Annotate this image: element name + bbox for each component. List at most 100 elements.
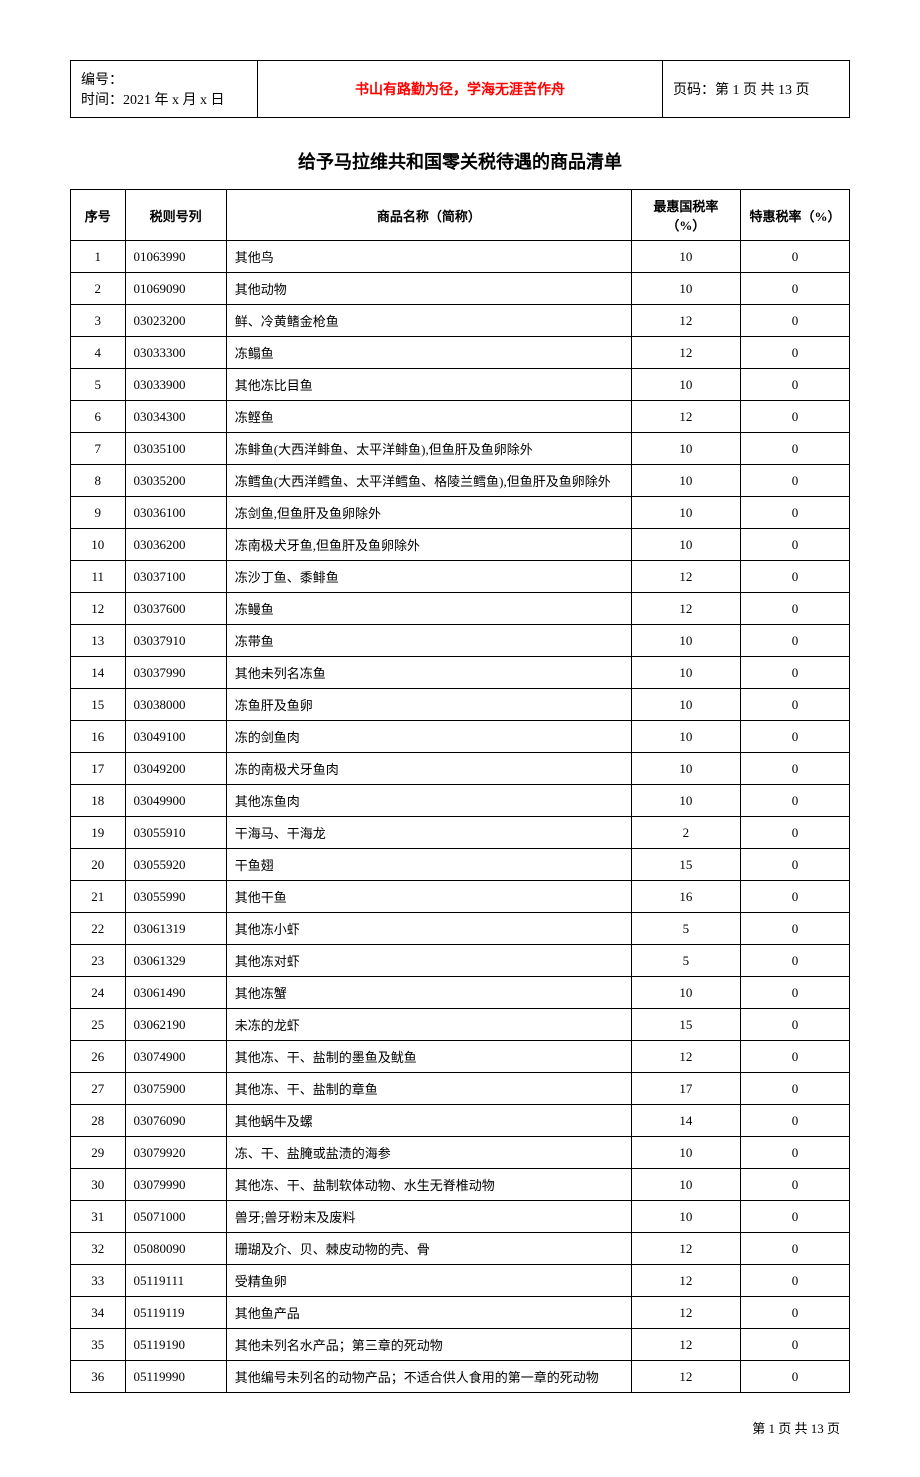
cell-code: 05080090 xyxy=(125,1233,226,1265)
cell-code: 03036100 xyxy=(125,497,226,529)
cell-seq: 2 xyxy=(71,273,126,305)
cell-rate1: 12 xyxy=(631,401,740,433)
cell-seq: 31 xyxy=(71,1201,126,1233)
cell-rate1: 10 xyxy=(631,497,740,529)
cell-rate2: 0 xyxy=(740,1201,849,1233)
table-row: 2703075900其他冻、干、盐制的章鱼170 xyxy=(71,1073,850,1105)
cell-rate1: 12 xyxy=(631,1265,740,1297)
cell-name: 其他冻比目鱼 xyxy=(226,369,631,401)
cell-rate1: 10 xyxy=(631,1137,740,1169)
cell-code: 03034300 xyxy=(125,401,226,433)
table-row: 1703049200冻的南极犬牙鱼肉100 xyxy=(71,753,850,785)
cell-code: 03061490 xyxy=(125,977,226,1009)
cell-rate1: 12 xyxy=(631,1361,740,1393)
cell-code: 05071000 xyxy=(125,1201,226,1233)
table-row: 1103037100冻沙丁鱼、黍鲱鱼120 xyxy=(71,561,850,593)
document-title: 给予马拉维共和国零关税待遇的商品清单 xyxy=(70,148,850,174)
cell-rate2: 0 xyxy=(740,273,849,305)
cell-rate1: 10 xyxy=(631,785,740,817)
table-row: 1303037910冻带鱼100 xyxy=(71,625,850,657)
cell-code: 05119111 xyxy=(125,1265,226,1297)
cell-rate1: 10 xyxy=(631,273,740,305)
cell-seq: 10 xyxy=(71,529,126,561)
header-rate2: 特惠税率（%） xyxy=(740,190,849,241)
cell-rate2: 0 xyxy=(740,625,849,657)
cell-rate2: 0 xyxy=(740,1297,849,1329)
cell-seq: 14 xyxy=(71,657,126,689)
table-row: 1803049900其他冻鱼肉100 xyxy=(71,785,850,817)
table-row: 3003079990其他冻、干、盐制软体动物、水生无脊椎动物100 xyxy=(71,1169,850,1201)
cell-rate1: 16 xyxy=(631,881,740,913)
cell-name: 干海马、干海龙 xyxy=(226,817,631,849)
cell-seq: 8 xyxy=(71,465,126,497)
header-right-cell: 页码：第 1 页 共 13 页 xyxy=(663,61,850,118)
cell-seq: 3 xyxy=(71,305,126,337)
cell-code: 03049900 xyxy=(125,785,226,817)
cell-code: 03079990 xyxy=(125,1169,226,1201)
cell-rate1: 12 xyxy=(631,337,740,369)
cell-seq: 7 xyxy=(71,433,126,465)
table-row: 2103055990其他干鱼160 xyxy=(71,881,850,913)
cell-name: 珊瑚及介、贝、棘皮动物的壳、骨 xyxy=(226,1233,631,1265)
table-row: 3505119190其他未列名水产品；第三章的死动物120 xyxy=(71,1329,850,1361)
table-row: 1603049100冻的剑鱼肉100 xyxy=(71,721,850,753)
cell-seq: 21 xyxy=(71,881,126,913)
cell-seq: 1 xyxy=(71,241,126,273)
table-row: 1403037990其他未列名冻鱼100 xyxy=(71,657,850,689)
cell-code: 03049100 xyxy=(125,721,226,753)
document-header-table: 编号： 时间：2021 年 x 月 x 日 书山有路勤为径，学海无涯苦作舟 页码… xyxy=(70,60,850,118)
cell-rate2: 0 xyxy=(740,497,849,529)
cell-code: 03037100 xyxy=(125,561,226,593)
cell-seq: 19 xyxy=(71,817,126,849)
cell-code: 03038000 xyxy=(125,689,226,721)
header-left-cell: 编号： 时间：2021 年 x 月 x 日 xyxy=(71,61,258,118)
cell-seq: 17 xyxy=(71,753,126,785)
table-row: 403033300冻鳎鱼120 xyxy=(71,337,850,369)
cell-rate2: 0 xyxy=(740,1265,849,1297)
cell-rate1: 10 xyxy=(631,657,740,689)
cell-code: 03075900 xyxy=(125,1073,226,1105)
header-name: 商品名称（简称） xyxy=(226,190,631,241)
table-row: 3205080090珊瑚及介、贝、棘皮动物的壳、骨120 xyxy=(71,1233,850,1265)
cell-name: 其他未列名冻鱼 xyxy=(226,657,631,689)
cell-seq: 26 xyxy=(71,1041,126,1073)
cell-code: 03036200 xyxy=(125,529,226,561)
cell-rate2: 0 xyxy=(740,369,849,401)
cell-name: 冻鳎鱼 xyxy=(226,337,631,369)
cell-rate1: 12 xyxy=(631,593,740,625)
cell-name: 冻鱼肝及鱼卵 xyxy=(226,689,631,721)
cell-rate2: 0 xyxy=(740,753,849,785)
cell-name: 冻的南极犬牙鱼肉 xyxy=(226,753,631,785)
cell-seq: 12 xyxy=(71,593,126,625)
cell-rate2: 0 xyxy=(740,1233,849,1265)
cell-seq: 15 xyxy=(71,689,126,721)
cell-rate2: 0 xyxy=(740,849,849,881)
cell-name: 冻鲣鱼 xyxy=(226,401,631,433)
cell-code: 03062190 xyxy=(125,1009,226,1041)
table-row: 903036100冻剑鱼,但鱼肝及鱼卵除外100 xyxy=(71,497,850,529)
cell-rate2: 0 xyxy=(740,977,849,1009)
cell-seq: 35 xyxy=(71,1329,126,1361)
cell-rate2: 0 xyxy=(740,433,849,465)
table-row: 2803076090其他蜗牛及螺140 xyxy=(71,1105,850,1137)
cell-code: 03037910 xyxy=(125,625,226,657)
cell-code: 05119190 xyxy=(125,1329,226,1361)
cell-name: 其他干鱼 xyxy=(226,881,631,913)
cell-name: 其他鸟 xyxy=(226,241,631,273)
cell-seq: 25 xyxy=(71,1009,126,1041)
table-row: 2003055920干鱼翅150 xyxy=(71,849,850,881)
cell-name: 冻鳕鱼(大西洋鳕鱼、太平洋鳕鱼、格陵兰鳕鱼),但鱼肝及鱼卵除外 xyxy=(226,465,631,497)
table-row: 101063990其他鸟100 xyxy=(71,241,850,273)
cell-name: 受精鱼卵 xyxy=(226,1265,631,1297)
cell-code: 03049200 xyxy=(125,753,226,785)
cell-name: 其他鱼产品 xyxy=(226,1297,631,1329)
cell-rate2: 0 xyxy=(740,881,849,913)
table-row: 803035200冻鳕鱼(大西洋鳕鱼、太平洋鳕鱼、格陵兰鳕鱼),但鱼肝及鱼卵除外… xyxy=(71,465,850,497)
cell-name: 其他冻对虾 xyxy=(226,945,631,977)
cell-seq: 22 xyxy=(71,913,126,945)
cell-rate2: 0 xyxy=(740,465,849,497)
cell-code: 03037600 xyxy=(125,593,226,625)
cell-rate2: 0 xyxy=(740,913,849,945)
cell-name: 其他冻、干、盐制的章鱼 xyxy=(226,1073,631,1105)
time-label: 时间：2021 年 x 月 x 日 xyxy=(81,89,247,109)
